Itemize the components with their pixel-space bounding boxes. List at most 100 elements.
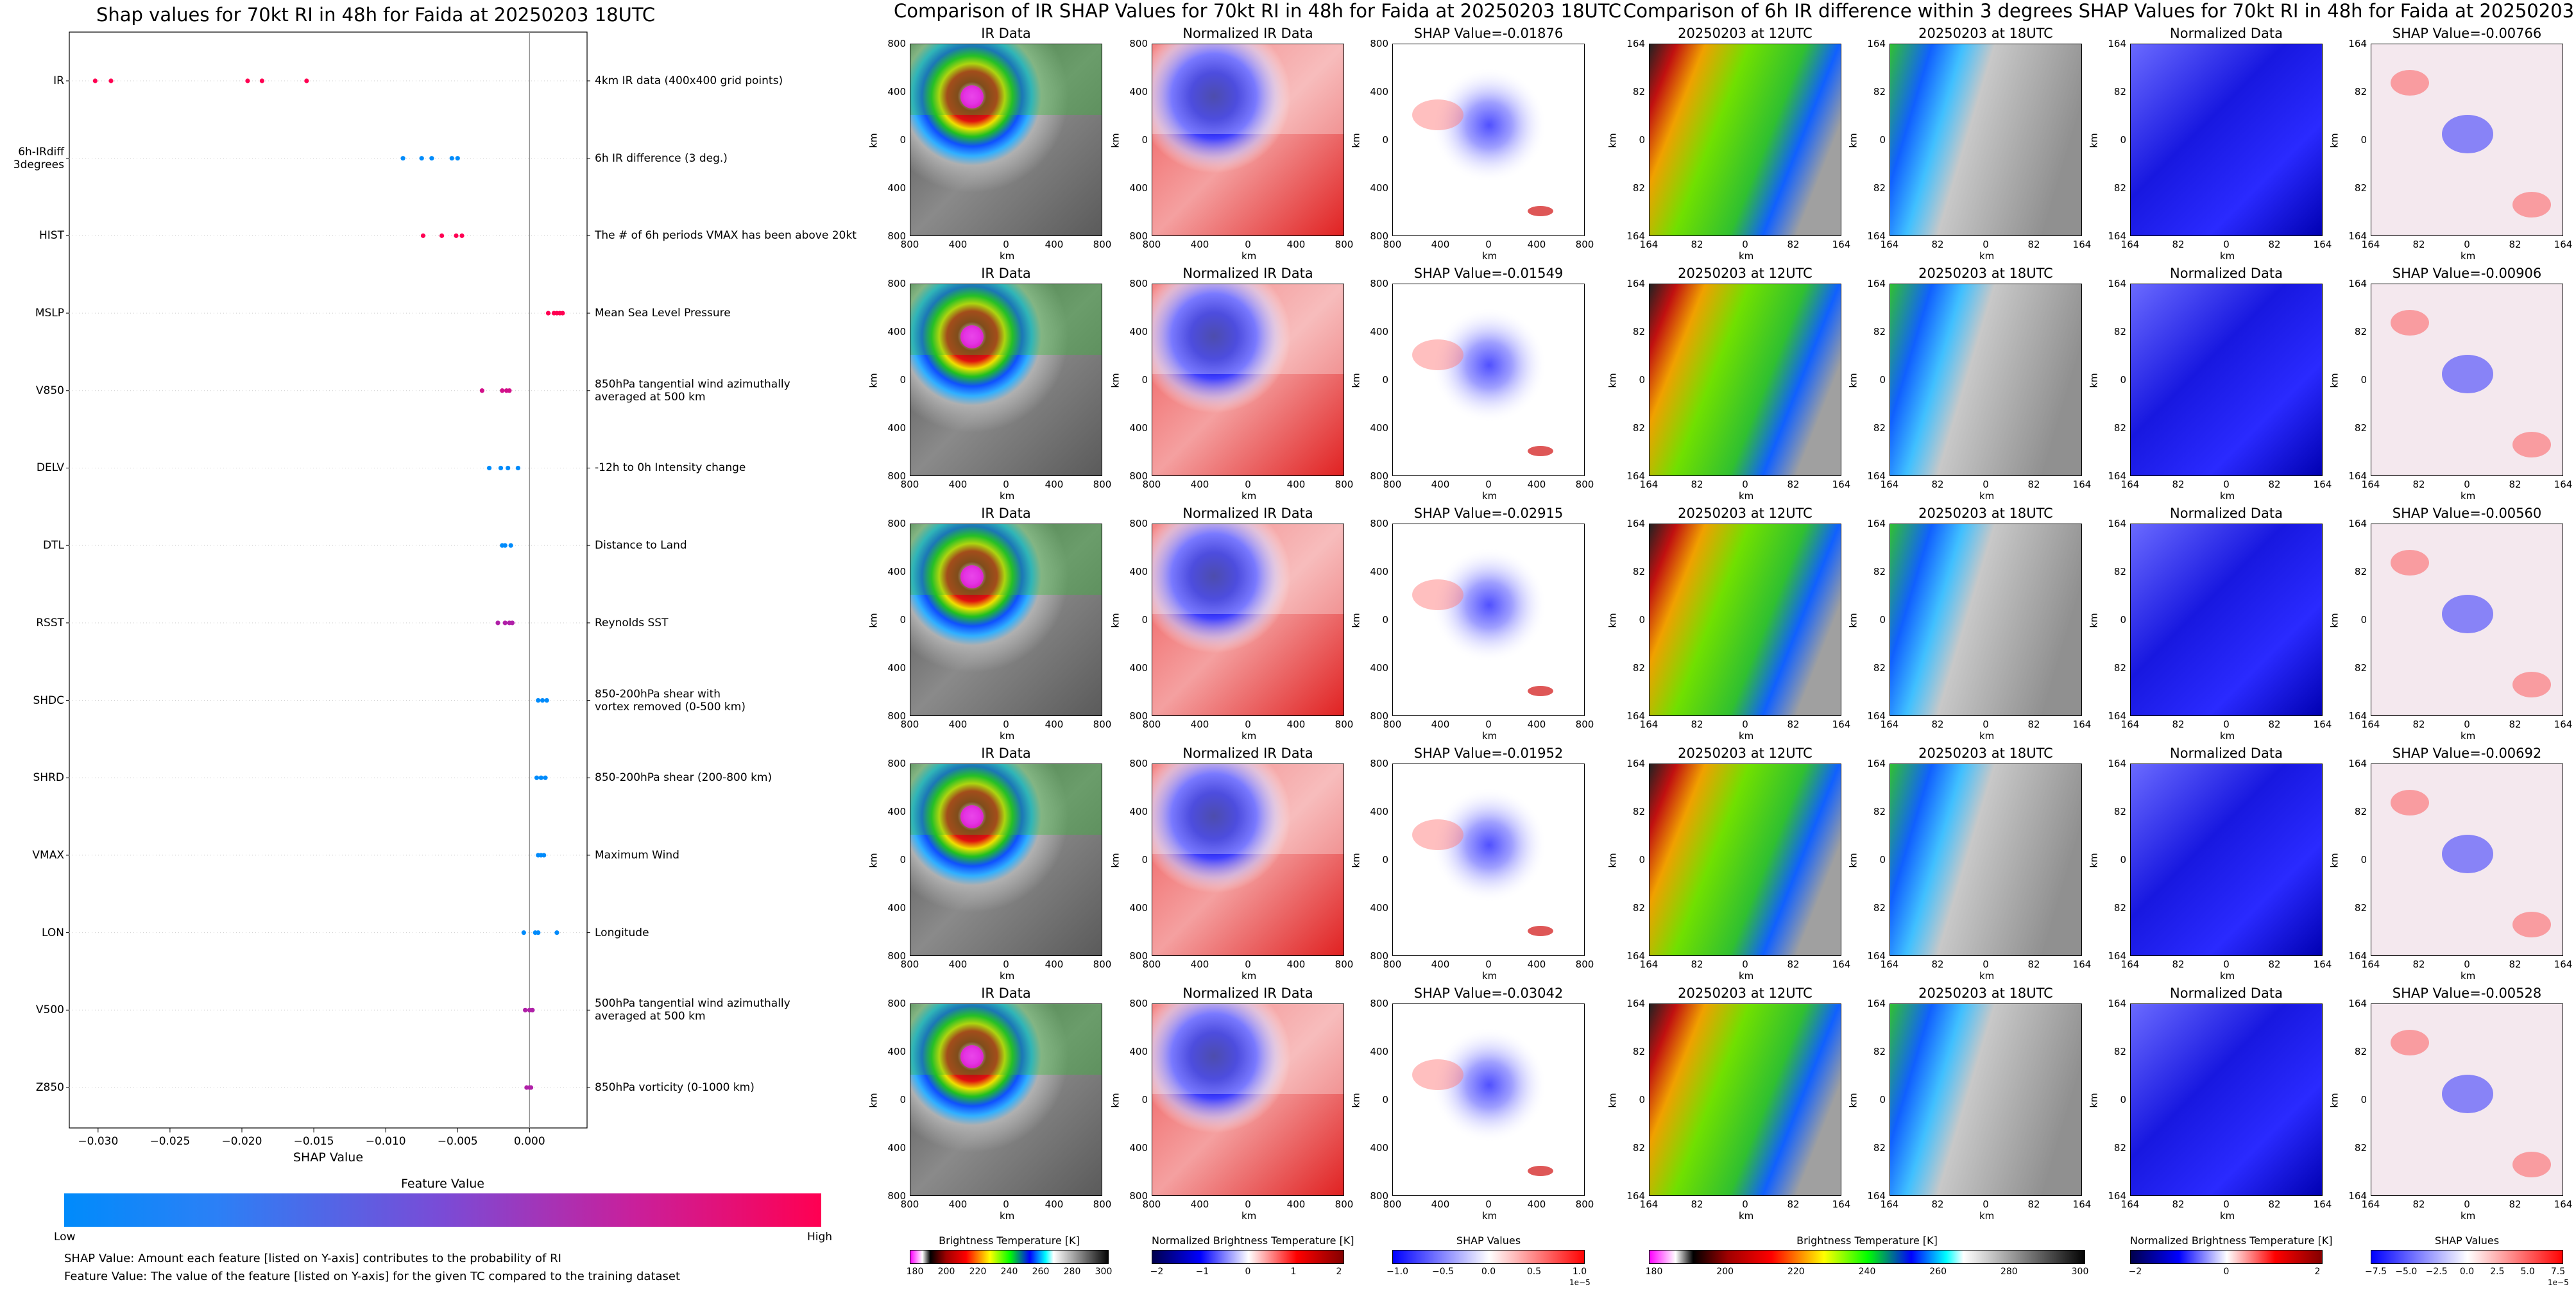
y-tick-label: 800	[1129, 950, 1148, 962]
x-tick-label: 164	[1832, 479, 1851, 490]
x-tick-label: 82	[2027, 719, 2040, 730]
x-axis-label: km	[1482, 250, 1497, 262]
x-tick-label: 0	[2223, 959, 2230, 970]
panel-title: 20250203 at 12UTC	[1678, 266, 1813, 281]
shap-point	[536, 930, 541, 935]
x-tick-label: 400	[1431, 239, 1450, 250]
panel-title: IR Data	[981, 746, 1031, 761]
y-tick-label: 0	[1141, 134, 1148, 146]
panel-image	[910, 44, 1102, 236]
x-axis-label: km	[1482, 490, 1497, 502]
x-tick-label: 800	[1142, 479, 1161, 490]
x-tick-label: 82	[1787, 479, 1800, 490]
colorbar-tick-label: −1	[1195, 1267, 1209, 1277]
x-tick-label: 164	[2313, 239, 2332, 250]
x-tick-label: 164	[2361, 719, 2380, 730]
x-tick-label: 164	[1880, 959, 1899, 970]
x-tick-label: 164	[2072, 959, 2092, 970]
y-tick-label: 82	[2113, 1142, 2126, 1154]
colorbar-label: Brightness Temperature [K]	[939, 1234, 1080, 1247]
ir-cloud-band	[910, 44, 1102, 115]
y-tick-label: 400	[887, 566, 906, 577]
x-tick-label: 0.000	[514, 1135, 545, 1148]
panel-background	[2131, 524, 2322, 715]
y-axis-label: km	[1847, 373, 1859, 388]
norm-cloud-band	[1152, 1004, 1343, 1094]
x-tick-label: 82	[2509, 719, 2521, 730]
panel-title: Normalized IR Data	[1182, 746, 1313, 761]
x-tick-label: 400	[1431, 959, 1450, 970]
panel-image	[1889, 764, 2082, 956]
x-tick-label: 164	[2313, 959, 2332, 970]
y-tick-label: 800	[1370, 950, 1388, 962]
colorbar	[1649, 1250, 2085, 1264]
y-tick-label: 82	[2354, 806, 2367, 817]
ir-cloud-band	[910, 1004, 1102, 1075]
y-tick-label: 82	[1632, 182, 1645, 194]
ir-cloud-band	[910, 764, 1102, 835]
panel-image	[1392, 44, 1585, 236]
x-tick-label: 0	[2464, 719, 2470, 730]
x-tick-label: 800	[1142, 959, 1161, 970]
y-tick-label: 800	[887, 998, 906, 1009]
panel-title: Normalized Data	[2170, 506, 2283, 521]
colorbar-tick-label: −2.5	[2425, 1267, 2448, 1277]
y-tick-label: 82	[1873, 1046, 1886, 1057]
dshap-blue-blob	[2442, 835, 2493, 873]
x-tick-label: 0	[1742, 239, 1748, 250]
x-tick-label: 400	[1286, 479, 1306, 490]
x-tick-label: 164	[2361, 959, 2380, 970]
y-tick-label: 800	[887, 758, 906, 769]
y-tick-label: 82	[1873, 662, 1886, 674]
colorbar-label: Brightness Temperature [K]	[1796, 1234, 1938, 1247]
y-tick-label: 164	[1626, 710, 1645, 722]
x-tick-label: 82	[2172, 959, 2185, 970]
panel-title: IR Data	[981, 26, 1031, 41]
y-tick-label: 82	[1873, 1142, 1886, 1154]
colorbar-tick-label: 220	[1787, 1267, 1805, 1277]
feature-label: DELV	[36, 461, 64, 475]
y-tick-label: 800	[1370, 710, 1388, 722]
x-tick-label: 164	[2554, 239, 2573, 250]
x-tick-label: 400	[1045, 239, 1064, 250]
y-tick-label: 164	[1867, 950, 1886, 962]
y-tick-label: 800	[1370, 1190, 1388, 1202]
x-axis-label: km	[2461, 490, 2476, 502]
x-tick-label: 164	[2120, 239, 2140, 250]
shap-red-blob	[1528, 206, 1553, 216]
shap-point	[502, 620, 508, 626]
colorbar-tick-label: 2	[1336, 1267, 1342, 1277]
panel-title: Normalized IR Data	[1182, 986, 1313, 1001]
x-axis-label: km	[1979, 1210, 1995, 1222]
dshap-red-blob	[2512, 192, 2551, 218]
x-tick-label: 0	[1742, 719, 1748, 730]
x-tick-label: 164	[1639, 479, 1659, 490]
x-tick-label: 400	[1527, 239, 1546, 250]
x-axis-label: km	[1241, 1210, 1257, 1222]
x-tick-label: −0.025	[149, 1135, 190, 1148]
ir-storm	[910, 524, 1102, 715]
panel-background	[2131, 44, 2322, 235]
y-tick-label: 400	[1370, 182, 1388, 194]
colorbar-tick-label: 300	[2071, 1267, 2089, 1277]
shap-summary-title: Shap values for 70kt RI in 48h for Faida…	[96, 4, 656, 26]
panel-title: SHAP Value=-0.00560	[2392, 506, 2542, 521]
x-tick-label: 82	[1787, 959, 1800, 970]
x-tick-label: 0	[2464, 239, 2470, 250]
colorbar-tick-label: −2	[2128, 1267, 2142, 1277]
feature-description: Reynolds SST	[595, 616, 669, 629]
y-axis-label: km	[1109, 613, 1122, 628]
y-axis-label: km	[1109, 853, 1122, 868]
y-tick-label: 164	[2348, 710, 2367, 722]
x-tick-label: 82	[2412, 1199, 2425, 1210]
x-tick-label: 800	[1383, 479, 1402, 490]
y-axis-label: km	[2088, 373, 2100, 388]
x-tick-label: 164	[2120, 959, 2140, 970]
y-tick-label: 82	[2354, 902, 2367, 914]
panel-background	[2131, 284, 2322, 475]
y-tick-label: 800	[1129, 1190, 1148, 1202]
x-tick-label: 0	[2464, 959, 2470, 970]
x-tick-label: 164	[1880, 1199, 1899, 1210]
x-tick-label: 0	[2223, 239, 2230, 250]
x-axis-label: km	[2220, 970, 2235, 982]
